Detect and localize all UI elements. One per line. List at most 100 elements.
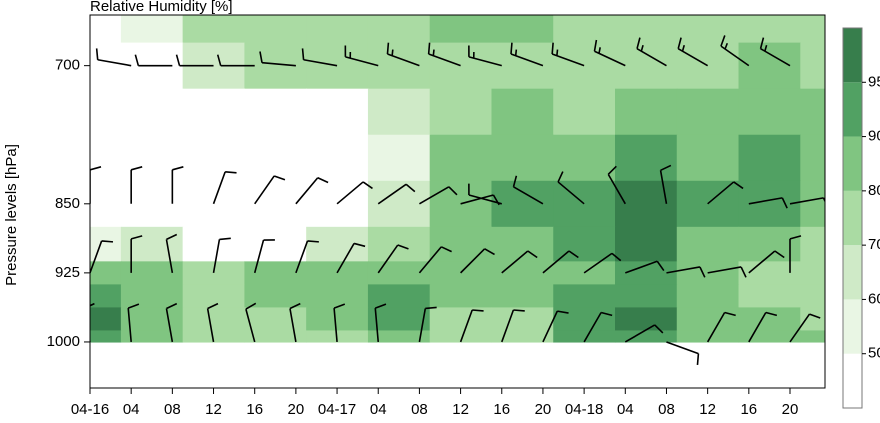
- wind-barb: [625, 260, 665, 274]
- rh-cell: [615, 88, 678, 136]
- x-tick-label: 16: [740, 401, 757, 418]
- wind-barb: [344, 45, 379, 67]
- wind-barb: [789, 197, 825, 205]
- colorbar-box: [843, 245, 862, 300]
- rh-cell: [553, 42, 616, 90]
- rh-cell: [182, 261, 246, 285]
- x-tick-label: 04-17: [318, 401, 356, 418]
- rh-cell: [182, 284, 246, 309]
- colorbar-box: [843, 28, 862, 83]
- rh-cell: [676, 284, 740, 309]
- colorbar-label: 60: [868, 290, 880, 307]
- x-tick-label: 04: [617, 401, 634, 418]
- wind-barb: [551, 42, 585, 67]
- rh-cell: [367, 88, 431, 136]
- rh-cell: [120, 226, 184, 262]
- wind-barb: [165, 233, 178, 274]
- wind-barb: [759, 37, 791, 67]
- rh-cell: [182, 226, 246, 262]
- wind-barb: [386, 42, 420, 67]
- rh-cell: [738, 261, 801, 285]
- rh-cell: [553, 307, 616, 332]
- wind-barb: [748, 197, 788, 209]
- rh-cell: [800, 88, 825, 136]
- colorbar-label: 95: [868, 73, 880, 90]
- rh-cell: [182, 307, 246, 332]
- x-tick-label: 20: [288, 401, 305, 418]
- wind-barb: [377, 244, 409, 274]
- rh-cell: [367, 307, 431, 332]
- wind-barb: [90, 302, 95, 342]
- colorbar-label: 70: [868, 236, 880, 253]
- rh-cell: [429, 330, 493, 343]
- rh-cell: [738, 88, 801, 136]
- wind-barb: [175, 54, 214, 67]
- x-tick-label: 08: [411, 401, 428, 418]
- rh-cell: [90, 15, 122, 44]
- rh-cell: [491, 226, 554, 262]
- wind-barb: [512, 175, 544, 205]
- rh-cell: [244, 226, 307, 262]
- rh-cell: [120, 330, 184, 343]
- rh-cell: [615, 180, 678, 228]
- rh-cell: [120, 261, 184, 285]
- x-tick-label: 12: [452, 401, 469, 418]
- rh-cell: [738, 284, 801, 309]
- rh-cell: [676, 226, 740, 262]
- x-tick-label: 04: [370, 401, 387, 418]
- rh-cell: [800, 226, 825, 262]
- x-tick-label: 08: [658, 401, 675, 418]
- rh-cell: [120, 284, 184, 309]
- wind-barb: [460, 248, 495, 274]
- wind-barb: [127, 303, 140, 343]
- rh-cell: [244, 134, 307, 182]
- x-tick-label: 04-18: [565, 401, 603, 418]
- wind-barb: [419, 186, 458, 205]
- rh-cell: [182, 134, 246, 182]
- colorbar-box: [843, 299, 862, 354]
- rh-cell: [553, 330, 616, 343]
- wind-barb: [301, 48, 338, 67]
- wind-barb: [542, 250, 579, 274]
- wind-barb: [90, 166, 102, 204]
- rh-cell: [244, 180, 307, 228]
- wind-barb: [418, 306, 437, 343]
- rh-cell: [367, 42, 431, 90]
- wind-barb: [789, 235, 802, 273]
- colorbar-box: [843, 190, 862, 246]
- rh-cell: [244, 284, 307, 309]
- rh-cell: [120, 180, 184, 228]
- rh-cell: [738, 226, 801, 262]
- rh-cell: [615, 42, 678, 90]
- rh-cell: [800, 42, 825, 90]
- rh-cell: [306, 307, 369, 332]
- wind-barb: [666, 341, 700, 366]
- rh-cell: [429, 42, 493, 90]
- wind-barb: [165, 302, 178, 343]
- wind-barb: [295, 240, 319, 274]
- rh-cell: [429, 226, 493, 262]
- wind-barb: [206, 302, 219, 343]
- wind-barb: [95, 48, 132, 67]
- rh-cell: [553, 284, 616, 309]
- colorbar-frame: [842, 27, 863, 409]
- rh-cell: [615, 226, 678, 262]
- rh-cell: [367, 15, 431, 44]
- rh-cell: [120, 134, 184, 182]
- wind-barb: [748, 250, 785, 274]
- rh-cell: [182, 88, 246, 136]
- rh-cell: [306, 284, 369, 309]
- rh-cell: [615, 307, 678, 332]
- rh-cell: [182, 180, 246, 228]
- rh-cell: [367, 134, 431, 182]
- rh-cell: [676, 330, 740, 343]
- rh-cell: [429, 134, 493, 182]
- x-tick-label: 08: [164, 401, 181, 418]
- y-tick-label: 925: [55, 264, 80, 281]
- x-tick-label: 04: [123, 401, 140, 418]
- rh-cell: [120, 88, 184, 136]
- rh-cell: [491, 134, 554, 182]
- rh-cell: [306, 88, 369, 136]
- rh-cell: [615, 134, 678, 182]
